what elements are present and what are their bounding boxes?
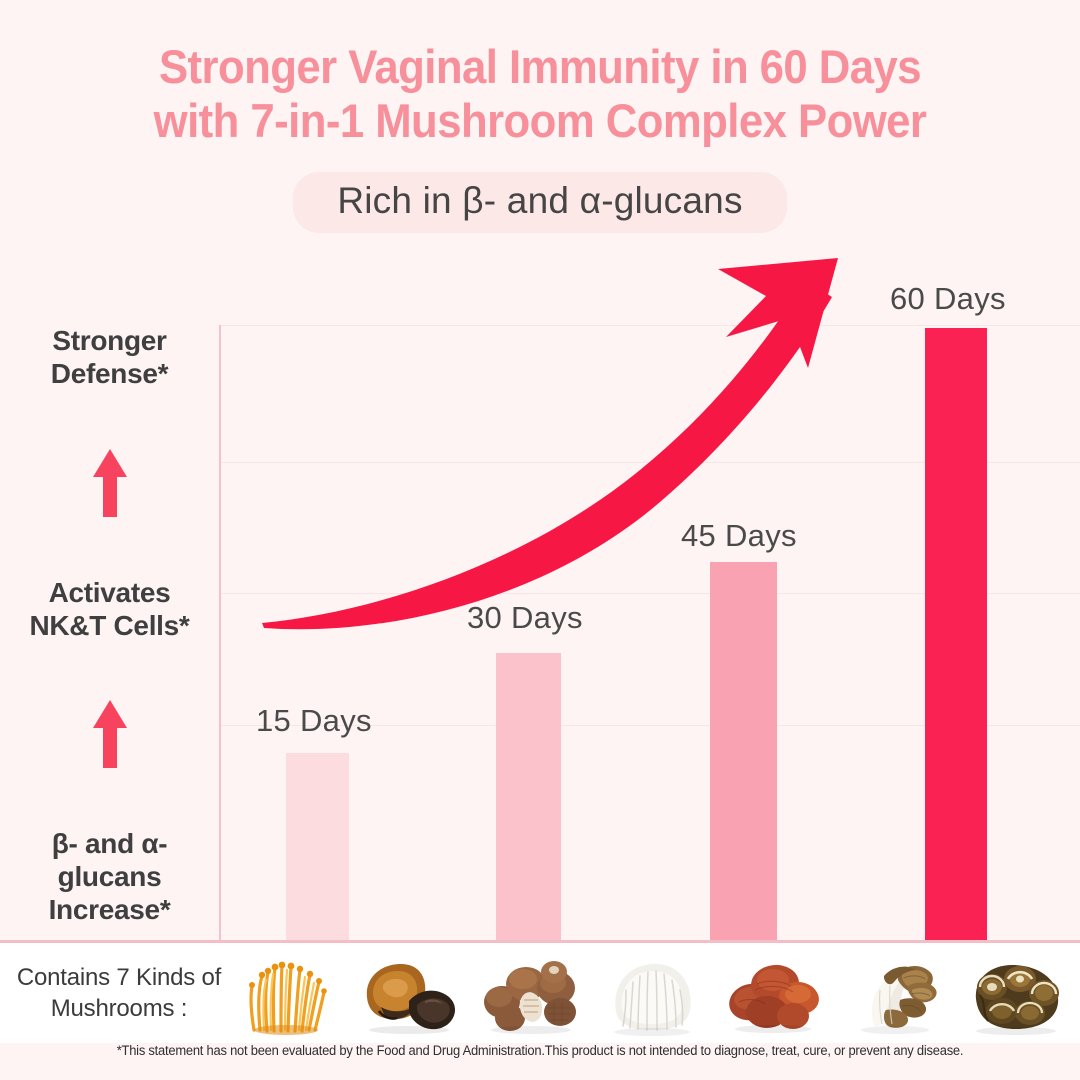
gridline (220, 325, 1080, 326)
mushroom-list (232, 943, 1080, 1043)
y-stage-line: Increase* (48, 894, 171, 925)
y-axis-stage-stack: Stronger Defense* Activates NK&T Cells* … (0, 320, 219, 940)
y-stage-line: glucans (57, 861, 162, 892)
page-title: Stronger Vaginal Immunity in 60 Days wit… (38, 40, 1042, 148)
mushroom-caption-line-1: Contains 7 Kinds of (16, 964, 222, 991)
bar-label-15-days: 15 Days (256, 703, 372, 738)
title-line-1: Stronger Vaginal Immunity in 60 Days (158, 40, 922, 93)
y-stage-stronger-defense: Stronger Defense* (50, 324, 169, 390)
mushroom-band: Contains 7 Kinds of Mushrooms : (0, 943, 1080, 1043)
subtitle-container: Rich in β- and α-glucans (0, 172, 1080, 233)
shiitake-icon (475, 947, 587, 1039)
up-arrow-icon (92, 700, 127, 769)
fda-disclaimer: *This statement has not been evaluated b… (116, 1043, 964, 1058)
y-stage-activates-nkt-cells: Activates NK&T Cells* (29, 576, 189, 642)
bar-label-30-days: 30 Days (467, 600, 583, 635)
bar-60-days (925, 328, 987, 941)
maitake-icon (839, 947, 951, 1039)
bar-45-days (710, 562, 777, 941)
header: Stronger Vaginal Immunity in 60 Days wit… (0, 0, 1080, 255)
bar-label-60-days: 60 Days (890, 281, 1006, 316)
cordyceps-icon (232, 947, 344, 1039)
gridline (220, 725, 1080, 726)
lions-mane-icon (596, 947, 708, 1039)
up-arrow-icon (92, 448, 127, 517)
chaga-icon (353, 947, 465, 1039)
y-stage-line: Activates (48, 576, 171, 608)
turkey-tail-icon (960, 947, 1072, 1039)
y-stage-line: β- and α- (51, 828, 168, 859)
x-axis-line (0, 940, 1080, 943)
y-stage-glucans-increase: β- and α- glucans Increase* (49, 827, 171, 926)
bar-label-45-days: 45 Days (681, 518, 797, 553)
bar-30-days (496, 653, 561, 941)
subtitle-pill: Rich in β- and α-glucans (293, 172, 787, 233)
reishi-icon (717, 947, 829, 1039)
bar-15-days (286, 753, 349, 941)
y-stage-line: Defense* (50, 358, 169, 389)
y-stage-line: Stronger (52, 325, 167, 356)
y-axis-line (219, 325, 221, 942)
bar-chart: 15 Days 30 Days 45 Days 60 Days Stronger… (0, 258, 1080, 943)
plot-area (220, 325, 1080, 941)
title-line-2: with 7-in-1 Mushroom Complex Power (153, 94, 927, 147)
y-stage-line: NK&T Cells* (29, 609, 190, 641)
mushroom-caption-line-2: Mushrooms : (50, 995, 188, 1022)
mushroom-caption: Contains 7 Kinds of Mushrooms : (0, 962, 232, 1024)
